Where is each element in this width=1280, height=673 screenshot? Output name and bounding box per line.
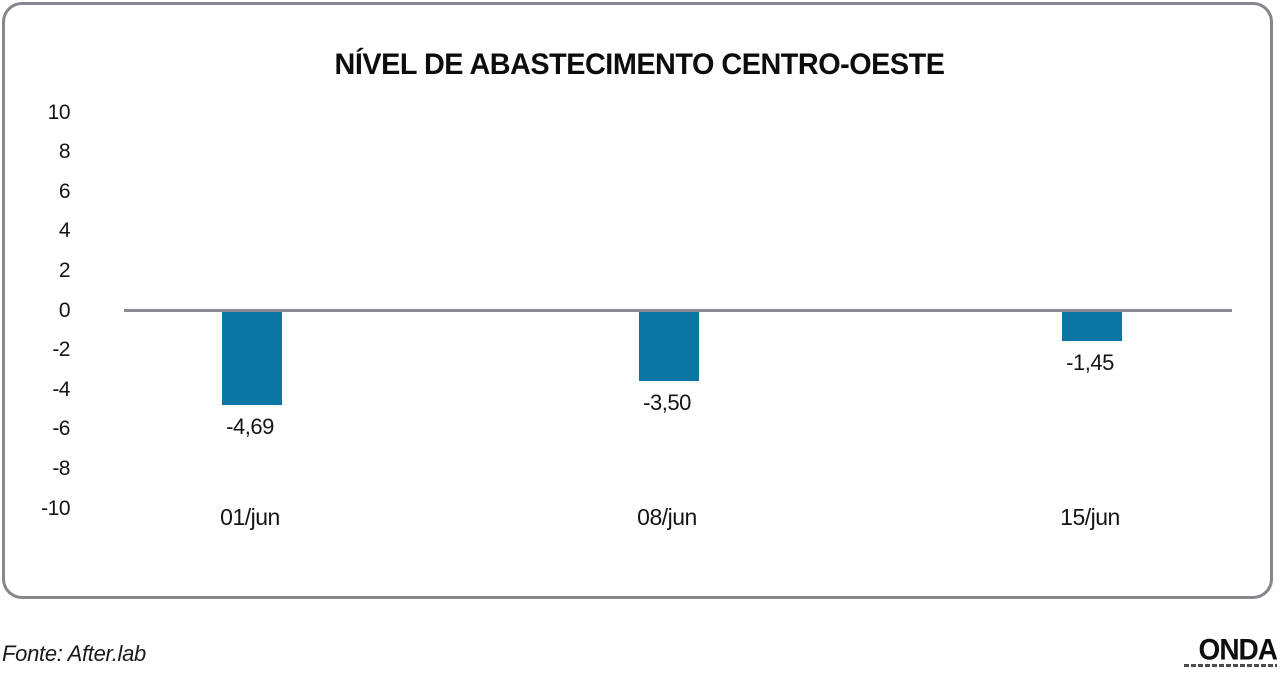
y-tick-label: 6 [58, 179, 71, 203]
x-axis-label: 01/jun [220, 504, 280, 530]
source-note: Fonte: After.lab [2, 641, 146, 666]
bar [222, 312, 282, 405]
y-tick-label: 2 [58, 258, 71, 282]
y-tick-label: -2 [52, 338, 70, 362]
onda-logo-text: ONDA [1198, 633, 1278, 666]
y-tick-label: -8 [52, 456, 70, 480]
onda-logo: ONDA [1184, 633, 1278, 667]
chart-title: NÍVEL DE ABASTECIMENTO CENTRO-OESTE [334, 48, 945, 81]
onda-tagline-microtext [1184, 664, 1277, 667]
bar-value-label: -1,45 [1066, 349, 1114, 375]
bar-value-label: -3,50 [643, 390, 691, 416]
y-tick-label: -10 [41, 496, 70, 520]
y-tick-label: 10 [47, 100, 71, 124]
chart-frame [2, 2, 1273, 599]
x-axis-label: 15/jun [1060, 504, 1120, 530]
bar [639, 312, 699, 382]
y-tick-label: 0 [58, 298, 71, 322]
y-tick-label: 4 [58, 219, 71, 243]
y-axis: 10 8 6 4 2 0 -2 -4 -6 -8 -10 [30, 0, 70, 673]
bar-value-label: -4,69 [226, 413, 274, 439]
y-tick-label: 8 [58, 140, 71, 164]
y-tick-label: -4 [52, 377, 70, 401]
y-tick-label: -6 [52, 417, 70, 441]
zero-axis-line [124, 309, 1232, 312]
bar [1062, 312, 1122, 341]
x-axis-label: 08/jun [637, 504, 697, 530]
